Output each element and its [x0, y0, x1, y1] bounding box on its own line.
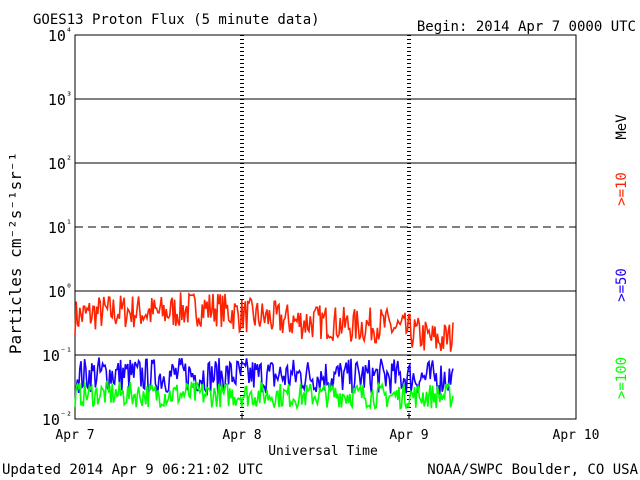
legend-unit: MeV	[614, 114, 630, 140]
y-tick-label: 10³	[48, 91, 72, 109]
chart-title: GOES13 Proton Flux (5 minute data)	[33, 12, 320, 28]
legend-entry-50: >=50	[614, 268, 630, 302]
y-tick-label: 10²	[48, 155, 72, 173]
y-axis-label: Particles cm⁻²s⁻¹sr⁻¹	[6, 152, 25, 354]
x-tick-label: Apr 7	[55, 428, 94, 443]
begin-time: Begin: 2014 Apr 7 0000 UTC	[417, 19, 636, 35]
x-tick-label: Apr 10	[553, 428, 600, 443]
y-tick-label: 10⁻¹	[42, 347, 72, 365]
credit-text: NOAA/SWPC Boulder, CO USA	[427, 462, 638, 478]
x-tick-label: Apr 8	[222, 428, 261, 443]
legend-entry-10: >=10	[614, 172, 630, 206]
y-tick-label: 10¹	[48, 219, 72, 237]
series-line-100	[74, 378, 454, 411]
y-tick-label: 10⁴	[48, 27, 72, 45]
series-line-50	[74, 357, 454, 397]
x-axis-label: Universal Time	[268, 444, 378, 459]
x-tick-label: Apr 9	[389, 428, 428, 443]
y-tick-label: 10⁰	[48, 283, 72, 301]
series-line-10	[74, 292, 454, 352]
updated-time: Updated 2014 Apr 9 06:21:02 UTC	[2, 462, 263, 478]
y-tick-label: 10⁻²	[42, 411, 72, 429]
legend-entry-100: >=100	[614, 357, 630, 399]
